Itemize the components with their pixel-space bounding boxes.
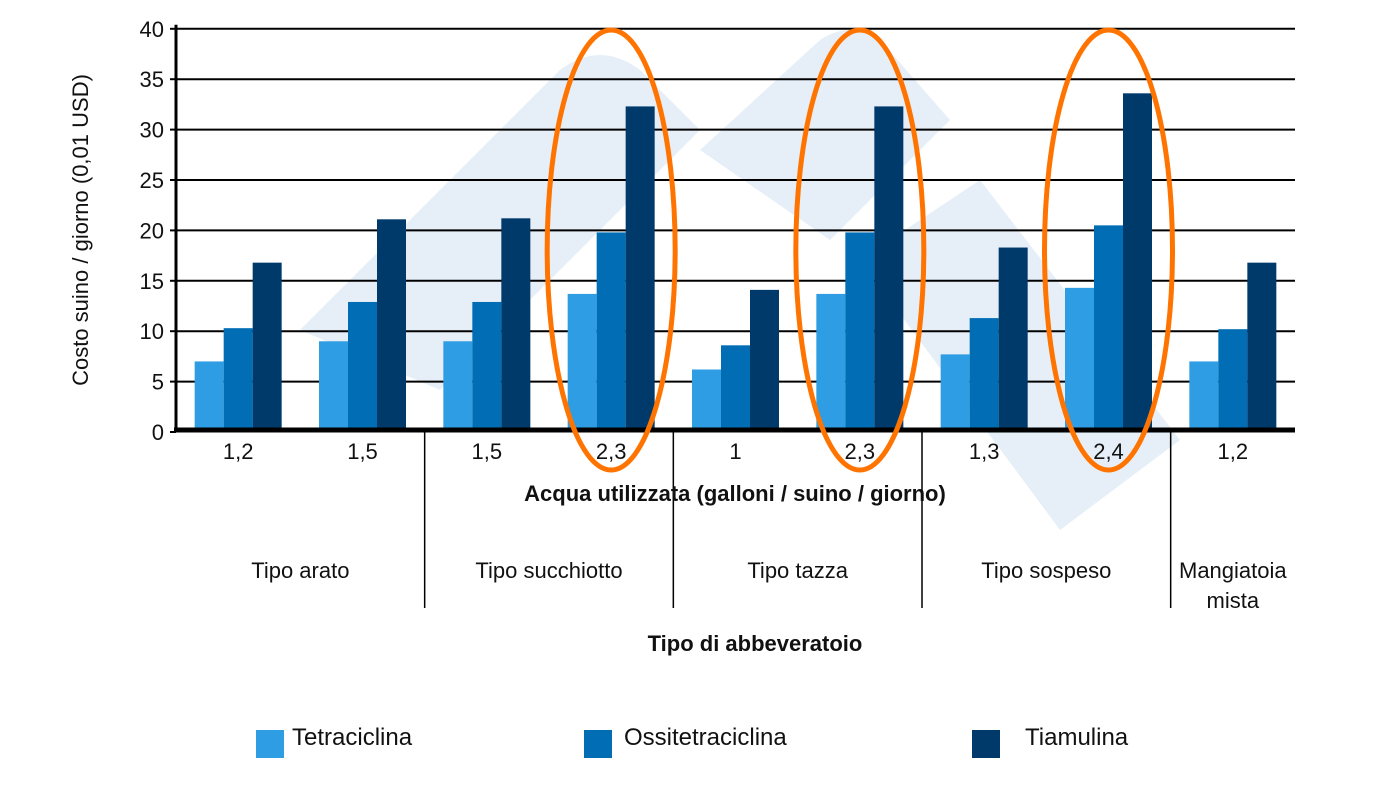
x-tick-label: 1,5 <box>472 439 503 464</box>
bar-tetraciclina-2 <box>443 341 473 432</box>
x-tick-label: 2,3 <box>845 439 876 464</box>
highlight-ellipse <box>544 27 678 473</box>
legend-label: Tiamulina <box>1025 724 1129 751</box>
bar-tetraciclina-8 <box>1189 361 1219 432</box>
y-axis-title: Costo suino / giorno (0,01 USD) <box>68 74 93 386</box>
y-tick-label: 15 <box>140 269 164 294</box>
legend-label: Ossitetraciclina <box>624 724 787 751</box>
bar-tiamulina-8 <box>1247 262 1277 432</box>
bar-ossitetraciclina-1 <box>348 301 377 432</box>
group-label: Tipo tazza <box>747 558 848 583</box>
bar-tetraciclina-5 <box>816 293 846 432</box>
highlight-ellipse <box>1042 27 1175 473</box>
x-tick-label: 1,5 <box>347 439 378 464</box>
bar-tiamulina-5 <box>874 106 904 432</box>
bar-tiamulina-6 <box>998 247 1028 432</box>
highlight-ellipse <box>793 27 927 473</box>
y-tick-label: 10 <box>140 319 164 344</box>
y-tick-label: 25 <box>140 168 164 193</box>
bar-tetraciclina-6 <box>940 354 970 432</box>
bar-ossitetraciclina-2 <box>472 301 502 432</box>
bar-tetraciclina-4 <box>692 369 721 432</box>
bar-ossitetraciclina-4 <box>721 345 750 432</box>
bar-tetraciclina-3 <box>567 293 597 432</box>
x-tick-label: 2,3 <box>596 439 627 464</box>
x-tick-label: 1,3 <box>969 439 1000 464</box>
bar-tiamulina-4 <box>750 289 779 432</box>
bar-tiamulina-7 <box>1123 93 1152 432</box>
group-label: mista <box>1207 588 1260 613</box>
x-axis-title: Acqua utilizzata (galloni / suino / gior… <box>524 481 946 506</box>
x-tick-label: 1,2 <box>1218 439 1249 464</box>
bar-tiamulina-0 <box>252 262 282 432</box>
bar-ossitetraciclina-7 <box>1094 225 1123 432</box>
bar-tetraciclina-7 <box>1065 287 1094 432</box>
group-axis-title: Tipo di abbeveratoio <box>648 631 863 656</box>
watermark-shape <box>700 30 950 240</box>
bar-ossitetraciclina-6 <box>969 318 999 432</box>
y-tick-label: 40 <box>140 17 164 42</box>
bar-ossitetraciclina-0 <box>223 328 253 432</box>
bar-tetraciclina-1 <box>319 341 348 432</box>
bar-ossitetraciclina-3 <box>596 232 626 432</box>
y-tick-label: 35 <box>140 67 164 92</box>
x-tick-label: 2,4 <box>1093 439 1124 464</box>
y-tick-label: 5 <box>152 370 164 395</box>
bar-tetraciclina-0 <box>194 361 224 432</box>
group-label: Tipo arato <box>251 558 349 583</box>
y-tick-label: 0 <box>152 420 164 445</box>
legend-swatch-ossitetraciclina <box>584 730 612 758</box>
group-label: Tipo succhiotto <box>475 558 622 583</box>
legend-swatch-tiamulina <box>972 730 1000 758</box>
legend-swatch-tetraciclina <box>256 730 284 758</box>
bar-tiamulina-3 <box>625 106 655 432</box>
x-tick-label: 1,2 <box>223 439 254 464</box>
bar-ossitetraciclina-8 <box>1218 329 1248 432</box>
bar-ossitetraciclina-5 <box>845 232 875 432</box>
y-tick-label: 20 <box>140 218 164 243</box>
bar-tiamulina-2 <box>501 218 531 432</box>
bar-tiamulina-1 <box>377 219 406 432</box>
x-tick-label: 1 <box>729 439 741 464</box>
group-label: Mangiatoia <box>1179 558 1287 583</box>
y-tick-label: 30 <box>140 118 164 143</box>
legend-label: Tetraciclina <box>292 724 413 751</box>
group-label: Tipo sospeso <box>981 558 1111 583</box>
